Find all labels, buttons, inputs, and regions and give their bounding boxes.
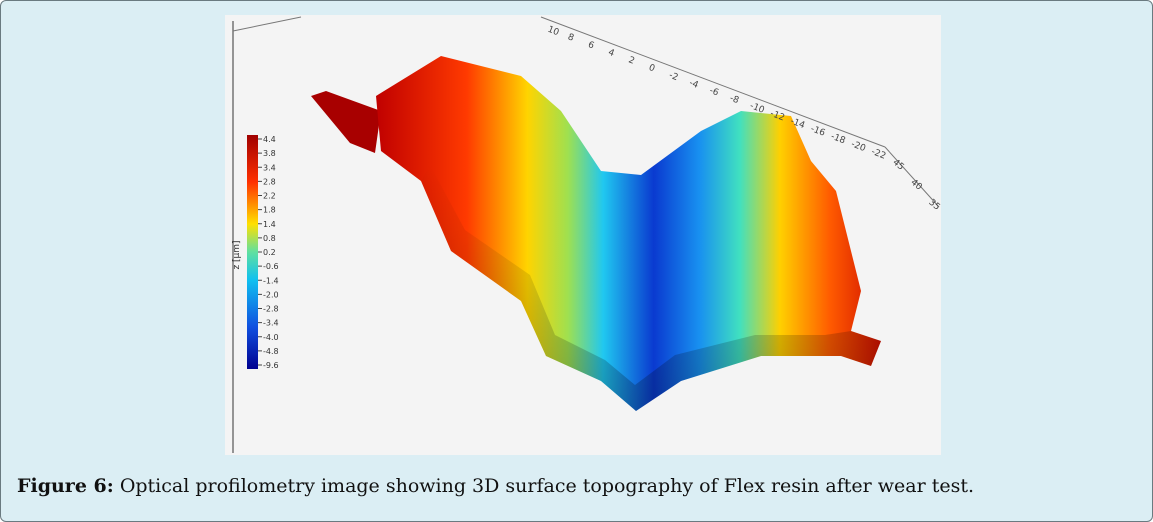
x-axis-label: -4 bbox=[688, 78, 700, 91]
profilometry-image: z [µm] 4.4 3.8 3.4 2.8 2.2 1.8 1.4 0.8 0.2 -0.6 -1… bbox=[225, 15, 941, 455]
colorbar-label: 2.2 bbox=[263, 192, 276, 201]
colorbar-label: -9.6 bbox=[263, 361, 279, 370]
colorbar-label: 0.8 bbox=[263, 234, 276, 243]
surface-shade bbox=[421, 165, 881, 411]
colorbar-label: -1.4 bbox=[263, 276, 279, 285]
x-axis-label: 0 bbox=[647, 63, 656, 74]
colorbar-label: 4.4 bbox=[263, 135, 276, 144]
colorbar-label: 1.8 bbox=[263, 206, 276, 215]
colorbar-label: 2.8 bbox=[263, 177, 276, 186]
colorbar-label: -4.0 bbox=[263, 333, 279, 342]
x-axis-label: 10 bbox=[546, 25, 561, 39]
x-axis-label: 2 bbox=[627, 55, 636, 66]
colorbar-label: 3.4 bbox=[263, 163, 276, 172]
x-axis-label: 8 bbox=[566, 32, 575, 43]
caption-text: Optical profilometry image showing 3D su… bbox=[119, 475, 975, 497]
colorbar-label: -0.6 bbox=[263, 262, 279, 271]
axis-line bbox=[232, 16, 302, 32]
surface-ledge bbox=[311, 91, 381, 153]
colorbar-label: -2.8 bbox=[263, 305, 279, 314]
x-axis-label: -18 bbox=[829, 132, 847, 147]
colorbar-label: 0.2 bbox=[263, 248, 276, 257]
x-axis-label: -16 bbox=[809, 124, 827, 139]
x-axis-label: -12 bbox=[769, 109, 786, 124]
colorbar-label: -3.4 bbox=[263, 319, 279, 328]
axis-line bbox=[540, 16, 886, 148]
colorbar bbox=[247, 135, 258, 369]
surface bbox=[376, 56, 881, 411]
x-axis-label: 6 bbox=[586, 40, 595, 51]
colorbar-label: -4.8 bbox=[263, 347, 279, 356]
axis-line bbox=[884, 146, 940, 208]
caption: Figure 6: Optical profilometry image sho… bbox=[17, 475, 974, 497]
colorbar-title: z [µm] bbox=[232, 240, 242, 269]
caption-label: Figure 6: bbox=[17, 475, 114, 497]
x-axis-label: -6 bbox=[708, 86, 720, 99]
colorbar-label: 1.4 bbox=[263, 220, 276, 229]
x-axis-label: -22 bbox=[870, 147, 887, 162]
x-axis-label: -2 bbox=[667, 71, 679, 84]
colorbar-label: 3.8 bbox=[263, 149, 276, 158]
x-axis-label: 4 bbox=[607, 48, 616, 59]
colorbar-label: -2.0 bbox=[263, 290, 279, 299]
x-axis-label: -8 bbox=[728, 94, 740, 107]
